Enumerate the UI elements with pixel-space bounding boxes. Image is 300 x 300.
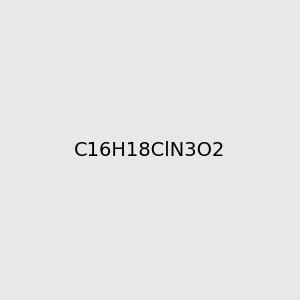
- Text: C16H18ClN3O2: C16H18ClN3O2: [74, 140, 226, 160]
